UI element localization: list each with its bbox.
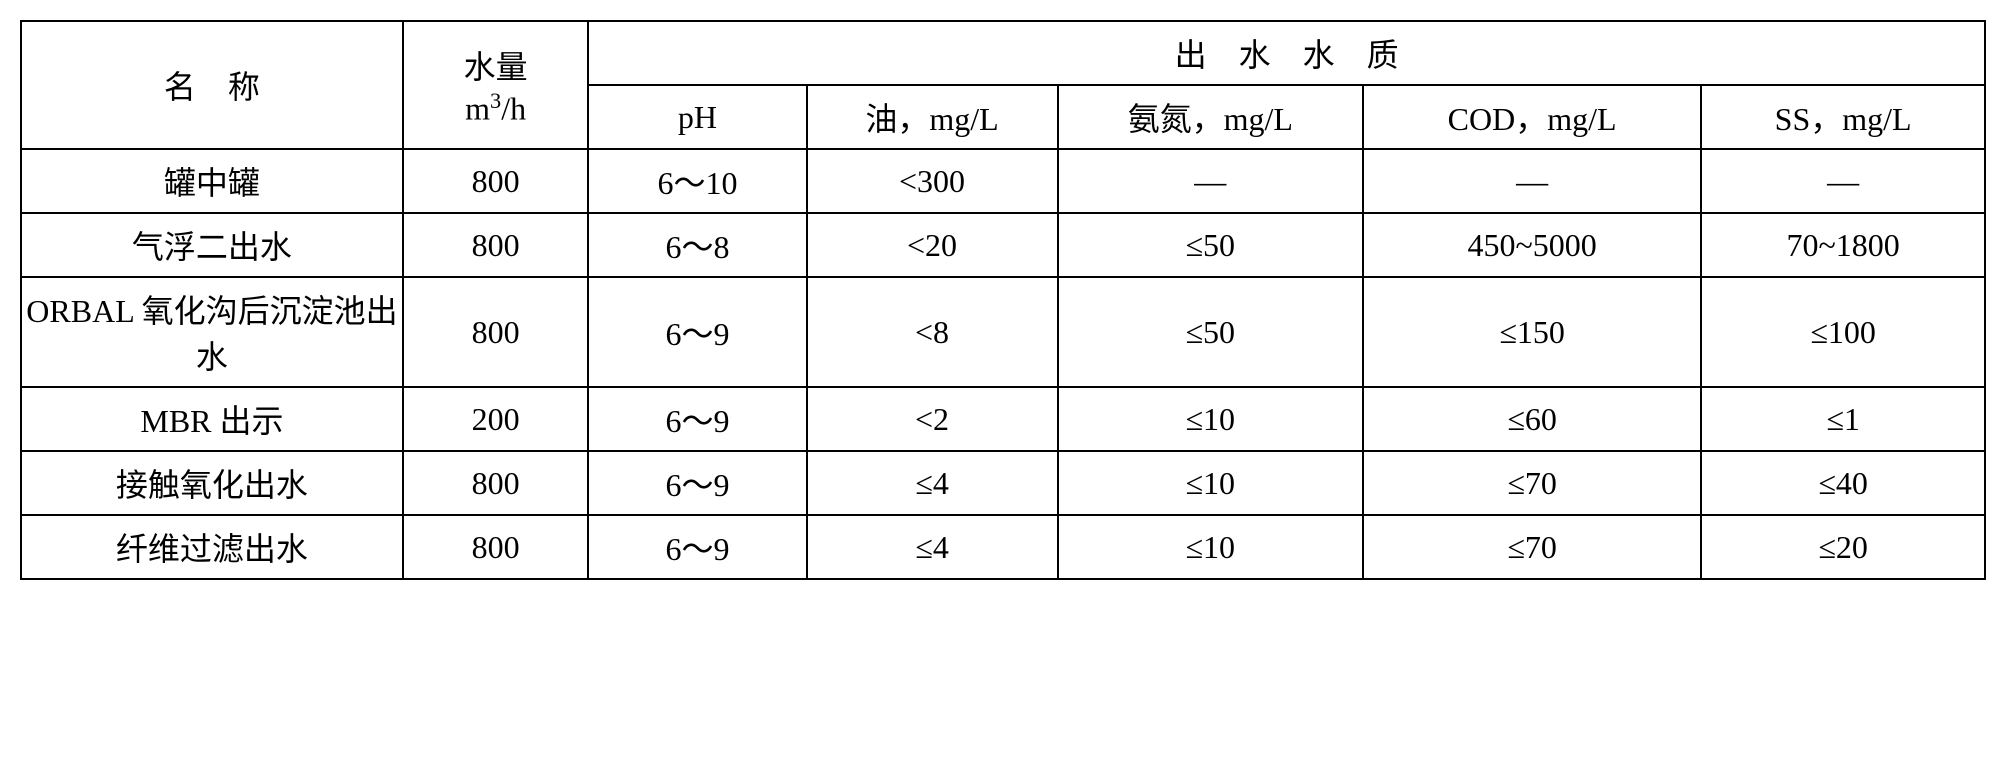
cell-oil: <300 [807,149,1058,213]
header-row-1: 名 称 水量 m3/h 出 水 水 质 [21,21,1985,85]
cell-ss: ≤20 [1701,515,1985,579]
cell-ph: 6～10 [588,149,806,213]
cell-ph: 6～9 [588,451,806,515]
cell-nh: ≤10 [1058,387,1364,451]
cell-cod: 450~5000 [1363,213,1701,277]
cell-name: 接触氧化出水 [21,451,403,515]
cell-flow: 800 [403,277,588,387]
table-row: 接触氧化出水 800 6～9 ≤4 ≤10 ≤70 ≤40 [21,451,1985,515]
cell-nh: ≤50 [1058,213,1364,277]
cell-nh: ≤10 [1058,515,1364,579]
cell-ph: 6～8 [588,213,806,277]
cell-nh: ≤10 [1058,451,1364,515]
cell-oil: <2 [807,387,1058,451]
cell-name: 罐中罐 [21,149,403,213]
cell-cod: ≤60 [1363,387,1701,451]
header-ph: pH [588,85,806,149]
cell-cod: ≤150 [1363,277,1701,387]
cell-ss: — [1701,149,1985,213]
cell-name: ORBAL 氧化沟后沉淀池出水 [21,277,403,387]
header-flow: 水量 m3/h [403,21,588,149]
table-row: 纤维过滤出水 800 6～9 ≤4 ≤10 ≤70 ≤20 [21,515,1985,579]
cell-ss: 70~1800 [1701,213,1985,277]
flow-label-line2-prefix: m [465,91,490,127]
cell-oil: <8 [807,277,1058,387]
cell-ph: 6～9 [588,277,806,387]
cell-name: 纤维过滤出水 [21,515,403,579]
header-cod: COD，mg/L [1363,85,1701,149]
table-row: MBR 出示 200 6～9 <2 ≤10 ≤60 ≤1 [21,387,1985,451]
header-nh: 氨氮，mg/L [1058,85,1364,149]
table-row: 罐中罐 800 6～10 <300 — — — [21,149,1985,213]
cell-name: 气浮二出水 [21,213,403,277]
cell-cod: ≤70 [1363,515,1701,579]
header-quality: 出 水 水 质 [588,21,1985,85]
cell-nh: ≤50 [1058,277,1364,387]
cell-ph: 6～9 [588,515,806,579]
cell-flow: 800 [403,149,588,213]
cell-flow: 800 [403,515,588,579]
header-name: 名 称 [21,21,403,149]
flow-label-line1: 水量 [464,49,528,85]
cell-cod: — [1363,149,1701,213]
cell-flow: 800 [403,213,588,277]
cell-ss: ≤100 [1701,277,1985,387]
cell-oil: ≤4 [807,515,1058,579]
cell-oil: <20 [807,213,1058,277]
cell-oil: ≤4 [807,451,1058,515]
flow-label-line2-suffix: /h [501,91,526,127]
table-body: 罐中罐 800 6～10 <300 — — — 气浮二出水 800 6～8 <2… [21,149,1985,579]
cell-ph: 6～9 [588,387,806,451]
water-quality-table: 名 称 水量 m3/h 出 水 水 质 pH 油，mg/L 氨氮，mg/L CO… [20,20,1986,580]
flow-label-sup: 3 [490,88,501,113]
cell-name: MBR 出示 [21,387,403,451]
cell-ss: ≤1 [1701,387,1985,451]
header-ss: SS，mg/L [1701,85,1985,149]
cell-nh: — [1058,149,1364,213]
cell-ss: ≤40 [1701,451,1985,515]
cell-flow: 200 [403,387,588,451]
header-oil: 油，mg/L [807,85,1058,149]
table-row: ORBAL 氧化沟后沉淀池出水 800 6～9 <8 ≤50 ≤150 ≤100 [21,277,1985,387]
cell-cod: ≤70 [1363,451,1701,515]
table-row: 气浮二出水 800 6～8 <20 ≤50 450~5000 70~1800 [21,213,1985,277]
cell-flow: 800 [403,451,588,515]
